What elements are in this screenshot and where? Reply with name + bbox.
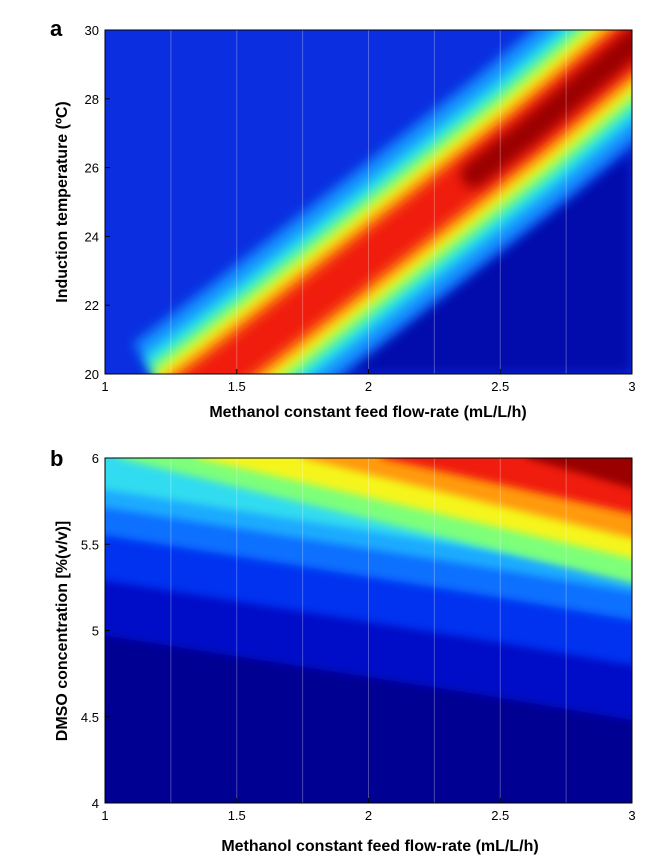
panel-b-letter: b — [50, 446, 63, 471]
layer-red — [381, 458, 632, 514]
y-tick-label: 4 — [92, 796, 99, 811]
panel-b-grid — [170, 458, 567, 803]
panel-b-y-ticks: 4 4.5 5 5.5 6 — [81, 451, 110, 811]
panel-b-x-ticks: 1 1.5 2 2.5 3 — [101, 798, 636, 823]
panel-a-y-axis-title: Induction temperature (ºC) — [54, 101, 71, 302]
panel-b-y-axis-title: DMSO concentration [%(v/v)] — [54, 521, 71, 741]
y-tick-label: 30 — [85, 23, 99, 38]
band-dark-red-peak — [460, 30, 632, 188]
y-tick-label: 6 — [92, 451, 99, 466]
panel-a-heatmap — [105, 30, 632, 374]
y-tick-label: 26 — [85, 161, 99, 176]
x-tick-label: 3 — [628, 808, 635, 823]
panel-a-y-ticks: 20 22 24 26 28 30 — [85, 23, 110, 382]
panel-b: b 1 1.5 2 2.5 3 4 4.5 5 5.5 6 Methanol constant … — [50, 446, 636, 855]
y-tick-label: 5.5 — [81, 537, 99, 552]
y-tick-label: 28 — [85, 92, 99, 107]
y-tick-label: 5 — [92, 624, 99, 639]
x-tick-label: 2 — [365, 808, 372, 823]
x-tick-label: 1.5 — [228, 379, 246, 394]
panel-a-grid — [170, 30, 567, 374]
x-tick-label: 2 — [365, 379, 372, 394]
x-tick-label: 3 — [628, 379, 635, 394]
layer-dark-red — [526, 458, 632, 489]
panel-a-letter: a — [50, 16, 63, 41]
heatmap-low-region — [342, 150, 632, 374]
y-tick-label: 20 — [85, 367, 99, 382]
y-tick-label: 22 — [85, 298, 99, 313]
panel-a: a 1 1.5 2 2.5 3 20 22 24 26 28 30 Methanol consta… — [50, 16, 636, 421]
x-tick-label: 1 — [101, 379, 108, 394]
panel-a-x-axis-title: Methanol constant feed flow-rate (mL/L/h… — [209, 404, 526, 421]
x-tick-label: 2.5 — [491, 379, 509, 394]
x-tick-label: 2.5 — [491, 808, 509, 823]
y-tick-label: 4.5 — [81, 710, 99, 725]
panel-b-x-axis-title: Methanol constant feed flow-rate (mL/L/h… — [221, 838, 538, 855]
x-tick-label: 1.5 — [228, 808, 246, 823]
panel-b-heatmap — [105, 458, 632, 803]
panel-a-x-ticks: 1 1.5 2 2.5 3 — [101, 369, 636, 394]
x-tick-label: 1 — [101, 808, 108, 823]
y-tick-label: 24 — [85, 229, 99, 244]
